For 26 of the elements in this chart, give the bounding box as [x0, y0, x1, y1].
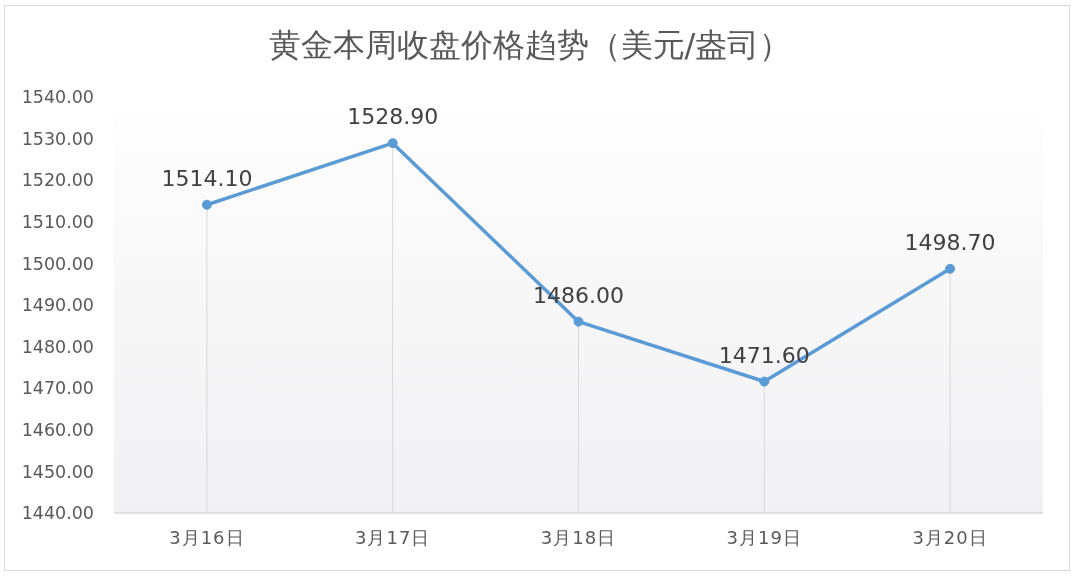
y-tick-label: 1540.00 [21, 87, 94, 108]
y-tick-label: 1510.00 [21, 212, 94, 233]
chart-title: 黄金本周收盘价格趋势（美元/盎司） [267, 25, 793, 66]
x-tick-label: 3月16日 [169, 526, 245, 548]
point [759, 376, 770, 387]
data-label: 1471.60 [718, 342, 810, 368]
data-label: 1514.10 [161, 165, 253, 191]
y-tick-label: 1500.00 [21, 253, 94, 274]
y-tick-label: 1480.00 [21, 336, 94, 357]
x-tick-label: 3月20日 [912, 526, 988, 548]
data-label: 1528.90 [347, 104, 439, 130]
y-tick-label: 1440.00 [21, 503, 94, 524]
y-tick-label: 1490.00 [21, 295, 94, 316]
point [945, 263, 956, 274]
y-tick-label: 1530.00 [21, 128, 94, 149]
point [573, 316, 584, 327]
x-tick-label: 3月17日 [355, 526, 431, 548]
y-tick-label: 1520.00 [21, 170, 94, 191]
point [387, 138, 398, 149]
x-tick-label: 3月18日 [540, 526, 617, 548]
y-tick-label: 1470.00 [21, 378, 94, 399]
x-tick-label: 3月19日 [726, 526, 802, 548]
y-tick-label: 1450.00 [21, 461, 94, 482]
y-tick-label: 1460.00 [21, 420, 94, 441]
point [201, 199, 212, 210]
data-label: 1498.70 [904, 229, 996, 255]
